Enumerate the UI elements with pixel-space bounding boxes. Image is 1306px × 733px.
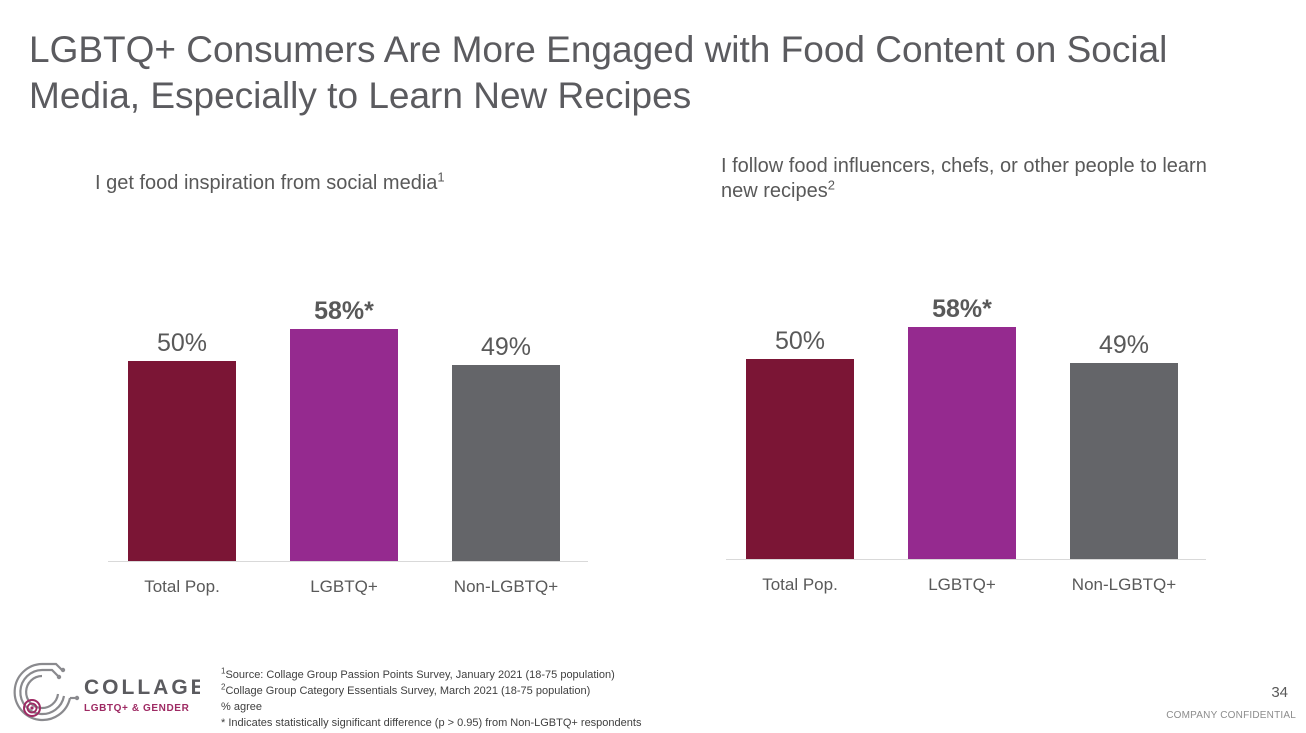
confidential-label: COMPANY CONFIDENTIAL <box>1166 710 1296 721</box>
footnote-2-text: Collage Group Category Essentials Survey… <box>225 685 591 697</box>
right-value-label-3: 49% <box>1099 331 1149 359</box>
chart-left-title-text: I get food inspiration from social media <box>95 172 438 194</box>
left-bar-2 <box>290 329 398 561</box>
left-value-label-1: 50% <box>157 329 207 357</box>
circuit-circle-logo-icon <box>13 662 80 722</box>
chart-right: 50% Total Pop. 58%* LGBTQ+ 49% Non-LGBTQ+ <box>726 295 1206 594</box>
footnote-agree: % agree <box>221 701 262 713</box>
chart-right-title-text: I follow food influencers, chefs, or oth… <box>721 155 1207 202</box>
chart-right-title: I follow food influencers, chefs, or oth… <box>721 154 1221 204</box>
right-category-label-3: Non-LGBTQ+ <box>1072 575 1176 594</box>
left-category-label-2: LGBTQ+ <box>310 577 378 596</box>
left-value-label-3: 49% <box>481 333 531 361</box>
left-bar-1 <box>128 361 236 561</box>
slide-title: LGBTQ+ Consumers Are More Engaged with F… <box>29 29 1168 116</box>
chart-left-title-footnote: 1 <box>437 169 445 185</box>
footnotes: 1Source: Collage Group Passion Points Su… <box>221 667 781 731</box>
right-value-label-1: 50% <box>775 327 825 355</box>
chart-left: 50% Total Pop. 58%* LGBTQ+ 49% Non-LGBTQ+ <box>108 297 588 596</box>
left-category-label-3: Non-LGBTQ+ <box>454 577 558 596</box>
logo-tagline: LGBTQ+ & GENDER <box>84 703 190 714</box>
footnote-2: 2Collage Group Category Essentials Surve… <box>221 683 781 699</box>
left-bar-3 <box>452 365 560 561</box>
right-bar-2 <box>908 327 1016 559</box>
footnote-1-mark: 1 <box>221 666 226 676</box>
bar-charts: 50% Total Pop. 58%* LGBTQ+ 49% Non-LGBTQ+ 50%… <box>108 295 1206 596</box>
chart-right-title-footnote: 2 <box>827 177 835 193</box>
chart-left-title: I get food inspiration from social media… <box>95 169 595 196</box>
right-category-label-2: LGBTQ+ <box>928 575 996 594</box>
right-value-label-2: 58%* <box>932 295 992 323</box>
collage-logo: COLLAGE LGBTQ+ & GENDER <box>13 662 200 722</box>
page-number: 34 <box>1271 684 1288 701</box>
footnote-1-text: Source: Collage Group Passion Points Sur… <box>225 669 615 681</box>
footnote-significance: * Indicates statistically significant di… <box>221 717 642 729</box>
footnote-1: 1Source: Collage Group Passion Points Su… <box>221 667 781 683</box>
right-category-label-1: Total Pop. <box>762 575 838 594</box>
left-category-label-1: Total Pop. <box>144 577 220 596</box>
left-value-label-2: 58%* <box>314 297 374 325</box>
right-bar-1 <box>746 359 854 559</box>
footnote-2-mark: 2 <box>221 682 226 692</box>
logo-name: COLLAGE <box>84 676 200 699</box>
right-bar-3 <box>1070 363 1178 559</box>
